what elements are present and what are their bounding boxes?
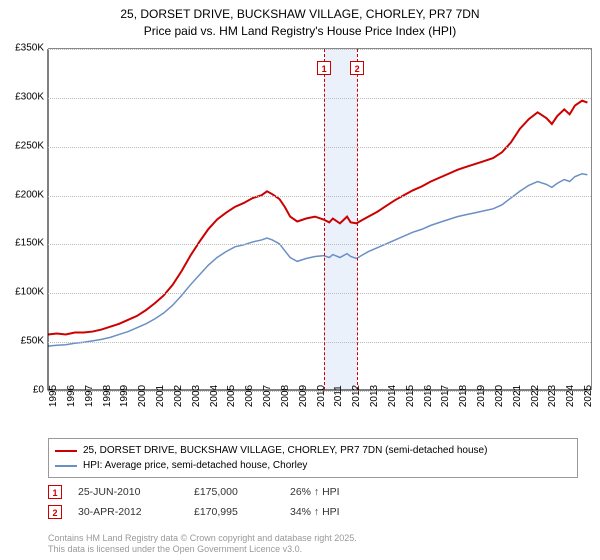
x-tick-label: 2015 xyxy=(405,385,416,407)
gridline xyxy=(48,293,591,294)
y-tick-label: £250K xyxy=(15,140,44,151)
x-tick-label: 2013 xyxy=(369,385,380,407)
footer-line-2: This data is licensed under the Open Gov… xyxy=(48,544,357,556)
x-tick-label: 2003 xyxy=(191,385,202,407)
x-tick-label: 2018 xyxy=(458,385,469,407)
sales-table: 1 25-JUN-2010 £175,000 26% ↑ HPI 2 30-APR-201… xyxy=(48,482,578,522)
legend-label: HPI: Average price, semi-detached house,… xyxy=(83,458,307,473)
y-tick-label: £150K xyxy=(15,238,44,249)
x-tick-label: 2011 xyxy=(333,385,344,407)
x-tick-label: 2007 xyxy=(262,385,273,407)
x-axis: 1995199619971998199920002001200220032004… xyxy=(48,392,592,432)
x-tick-label: 2012 xyxy=(351,385,362,407)
title-line-2: Price paid vs. HM Land Registry's House … xyxy=(0,23,600,40)
x-tick-label: 2002 xyxy=(173,385,184,407)
gridline xyxy=(48,147,591,148)
x-tick-label: 2025 xyxy=(583,385,594,407)
sale-row-hpi: 34% ↑ HPI xyxy=(290,506,370,518)
sale-marker-line xyxy=(357,49,358,390)
legend-label: 25, DORSET DRIVE, BUCKSHAW VILLAGE, CHOR… xyxy=(83,443,487,458)
sale-row-date: 30-APR-2012 xyxy=(78,506,178,518)
sale-row-price: £175,000 xyxy=(194,486,274,498)
x-tick-label: 1998 xyxy=(102,385,113,407)
sale-row-price: £170,995 xyxy=(194,506,274,518)
sale-row: 1 25-JUN-2010 £175,000 26% ↑ HPI xyxy=(48,482,578,502)
x-tick-label: 2020 xyxy=(494,385,505,407)
legend: 25, DORSET DRIVE, BUCKSHAW VILLAGE, CHOR… xyxy=(48,438,578,478)
y-tick-label: £350K xyxy=(15,43,44,54)
sale-row-marker: 1 xyxy=(48,485,62,499)
x-tick-label: 2010 xyxy=(316,385,327,407)
gridline xyxy=(48,342,591,343)
series-price xyxy=(48,101,587,335)
sale-row-date: 25-JUN-2010 xyxy=(78,486,178,498)
x-tick-label: 1995 xyxy=(48,385,59,407)
x-tick-label: 1997 xyxy=(84,385,95,407)
chart-title: 25, DORSET DRIVE, BUCKSHAW VILLAGE, CHOR… xyxy=(0,0,600,40)
x-tick-label: 2000 xyxy=(137,385,148,407)
x-tick-label: 2009 xyxy=(298,385,309,407)
x-tick-label: 2004 xyxy=(209,385,220,407)
sale-row: 2 30-APR-2012 £170,995 34% ↑ HPI xyxy=(48,502,578,522)
x-tick-label: 2017 xyxy=(440,385,451,407)
x-tick-label: 2001 xyxy=(155,385,166,407)
x-tick-label: 2019 xyxy=(476,385,487,407)
footer-line-1: Contains HM Land Registry data © Crown c… xyxy=(48,533,357,545)
y-tick-label: £0 xyxy=(33,385,44,396)
plot-area: 12 xyxy=(48,48,592,390)
legend-swatch xyxy=(55,450,77,452)
x-tick-label: 2014 xyxy=(387,385,398,407)
y-axis: £0£50K£100K£150K£200K£250K£300K£350K xyxy=(0,48,48,390)
sale-marker-line xyxy=(324,49,325,390)
y-tick-label: £50K xyxy=(21,336,44,347)
y-tick-label: £100K xyxy=(15,287,44,298)
x-tick-label: 2021 xyxy=(512,385,523,407)
gridline xyxy=(48,49,591,50)
gridline xyxy=(48,244,591,245)
sale-marker-label: 1 xyxy=(317,61,331,75)
sale-row-marker: 2 xyxy=(48,505,62,519)
x-tick-label: 2023 xyxy=(547,385,558,407)
x-tick-label: 2016 xyxy=(423,385,434,407)
line-plot xyxy=(48,49,591,390)
axis-lines xyxy=(48,49,591,390)
x-tick-label: 2024 xyxy=(565,385,576,407)
gridline xyxy=(48,98,591,99)
chart-container: 25, DORSET DRIVE, BUCKSHAW VILLAGE, CHOR… xyxy=(0,0,600,560)
legend-item: HPI: Average price, semi-detached house,… xyxy=(55,458,571,473)
gridline xyxy=(48,196,591,197)
title-line-1: 25, DORSET DRIVE, BUCKSHAW VILLAGE, CHOR… xyxy=(0,6,600,23)
legend-swatch xyxy=(55,465,77,467)
x-tick-label: 1996 xyxy=(66,385,77,407)
y-tick-label: £300K xyxy=(15,91,44,102)
sale-marker-label: 2 xyxy=(350,61,364,75)
x-tick-label: 2008 xyxy=(280,385,291,407)
x-tick-label: 1999 xyxy=(119,385,130,407)
x-tick-label: 2005 xyxy=(226,385,237,407)
x-tick-label: 2006 xyxy=(244,385,255,407)
footer-attribution: Contains HM Land Registry data © Crown c… xyxy=(48,533,357,556)
sale-row-hpi: 26% ↑ HPI xyxy=(290,486,370,498)
x-tick-label: 2022 xyxy=(530,385,541,407)
y-tick-label: £200K xyxy=(15,189,44,200)
legend-item: 25, DORSET DRIVE, BUCKSHAW VILLAGE, CHOR… xyxy=(55,443,571,458)
